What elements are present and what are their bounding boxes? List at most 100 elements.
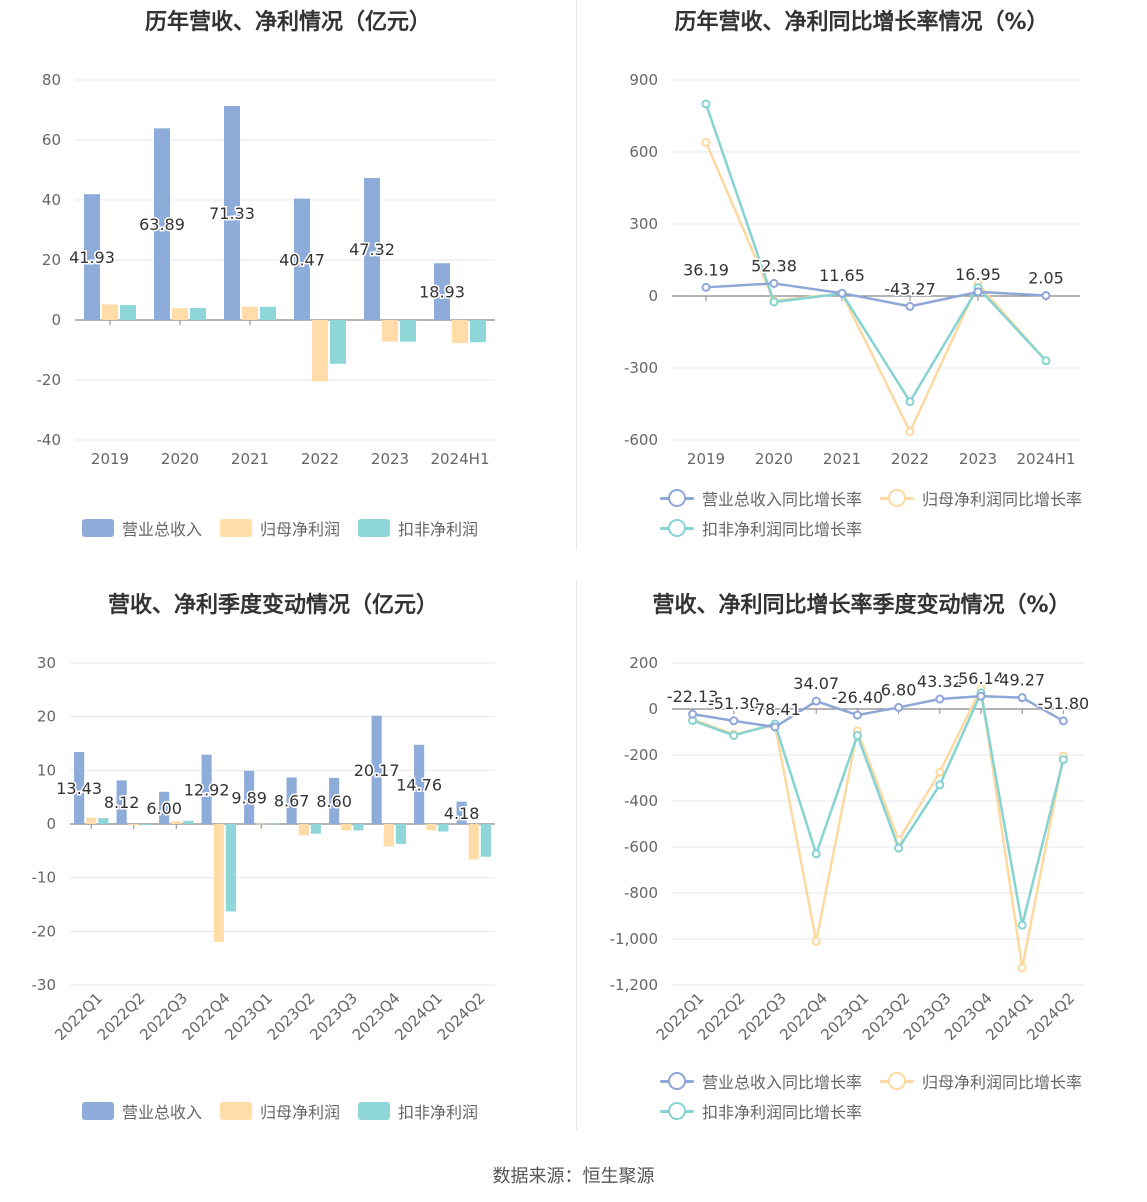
y-tick-label: -200: [624, 746, 658, 764]
vertical-divider-bottom: [576, 580, 577, 1130]
legend-label: 营业总收入: [122, 520, 203, 539]
bar-data-label: 8.67: [274, 792, 310, 811]
legend-swatch: [358, 519, 391, 537]
line-data-label: 52.38: [751, 256, 797, 275]
bar: [213, 824, 224, 943]
y-tick-label: 30: [37, 654, 56, 672]
data-point: [811, 849, 821, 859]
legend-item[interactable]: 归母净利润: [220, 1096, 340, 1126]
x-tick-label: 2024Q2: [434, 989, 489, 1044]
legend-label: 营业总收入: [122, 1103, 203, 1122]
data-point: [852, 730, 862, 740]
x-tick-label: 2020: [161, 450, 199, 468]
legend-item[interactable]: 扣非净利润: [358, 513, 478, 543]
y-tick-label: 900: [629, 71, 658, 89]
bar: [395, 824, 406, 844]
line-data-label: -26.40: [832, 688, 884, 707]
bar-data-label: 18.93: [419, 283, 465, 302]
y-tick-label: -600: [624, 431, 658, 449]
series-line: [692, 691, 1065, 927]
legend-item[interactable]: 营业总收入: [82, 1096, 202, 1126]
data-point: [976, 691, 986, 701]
line-data-label: 11.65: [819, 266, 865, 285]
quarterly-growth-line-chart: 2000-200-400-600-800-1,000-1,2002022Q120…: [610, 654, 1091, 1044]
line-data-label: 16.95: [955, 265, 1001, 284]
line-data-label: 56.14: [958, 669, 1004, 688]
legend-swatch: [880, 489, 915, 507]
bar-data-label: 47.32: [349, 240, 395, 259]
y-tick-label: -10: [32, 869, 57, 887]
legend-item[interactable]: 扣非净利润同比增长率: [660, 513, 862, 543]
y-tick-label: -30: [32, 976, 57, 994]
line-data-label: 34.07: [793, 674, 839, 693]
bar: [159, 791, 170, 824]
y-tick-label: 60: [42, 131, 61, 149]
bar: [414, 744, 425, 824]
legend-swatch: [82, 1102, 114, 1120]
bar: [400, 320, 416, 342]
legend-swatch: [660, 1072, 694, 1090]
bar-data-label: 13.43: [56, 779, 102, 798]
bar: [190, 308, 206, 320]
data-point: [973, 287, 983, 297]
bar-data-label: 41.93: [69, 248, 115, 267]
line-data-label: 49.27: [999, 671, 1045, 690]
y-tick-label: 600: [629, 143, 658, 161]
bar: [172, 308, 188, 320]
data-point: [1017, 920, 1027, 930]
chart-legend: 营业总收入 归母净利润 扣非净利润: [82, 1096, 562, 1126]
data-point: [905, 397, 915, 407]
annual-revenue-profit-panel: 历年营收、净利情况（亿元） 80 60 40 20 0 -20 -40 2019 2020 202…: [0, 0, 576, 560]
data-point: [1041, 356, 1051, 366]
bar: [224, 106, 240, 320]
y-tick-label: -1,000: [610, 930, 658, 948]
chart-title: 历年营收、净利同比增长率情况（%）: [674, 10, 1049, 35]
legend-item[interactable]: 营业总收入同比增长率: [660, 1066, 862, 1096]
legend-item[interactable]: 归母净利润同比增长率: [880, 483, 1082, 513]
bar-data-label: 9.89: [231, 788, 267, 807]
x-tick-label: 2022: [301, 450, 339, 468]
quarterly-bar-chart: 3020100-10-20-302022Q12022Q22022Q32022Q4…: [32, 654, 495, 1044]
quarterly-growth-panel: 营收、净利同比增长率季度变动情况（%） 200 0 -200 -400 -600 -800…: [576, 583, 1147, 1143]
data-point: [811, 696, 821, 706]
bar: [456, 801, 467, 824]
legend-item[interactable]: 营业总收入: [82, 513, 202, 543]
line-data-label: 2.05: [1028, 269, 1064, 288]
bar: [260, 306, 276, 320]
data-point: [701, 137, 711, 147]
y-tick-label: 20: [42, 251, 61, 269]
bar-data-label: 40.47: [279, 250, 325, 269]
legend-item[interactable]: 扣非净利润: [358, 1096, 478, 1126]
bar: [98, 818, 109, 824]
series-line: [705, 282, 1047, 308]
bar: [298, 824, 309, 836]
legend-label: 扣非净利润同比增长率: [702, 1103, 863, 1122]
x-tick-label: 2023: [371, 450, 409, 468]
bar: [102, 304, 118, 320]
legend-label: 扣非净利润: [398, 520, 479, 539]
data-point: [1017, 693, 1027, 703]
chart-legend: 营业总收入 归母净利润 扣非净利润: [82, 513, 562, 543]
legend-item[interactable]: 归母净利润: [220, 513, 340, 543]
line-data-label: 6.80: [881, 680, 917, 699]
y-tick-label: 300: [629, 215, 658, 233]
data-point: [701, 282, 711, 292]
legend-item[interactable]: 扣非净利润同比增长率: [660, 1096, 862, 1126]
bar: [286, 777, 297, 824]
y-tick-label: 40: [42, 191, 61, 209]
line-data-label: -78.41: [749, 700, 801, 719]
legend-item[interactable]: 归母净利润同比增长率: [880, 1066, 1082, 1096]
chart-legend: 营业总收入同比增长率 归母净利润同比增长率 扣非净利润同比增长率: [660, 483, 1130, 543]
y-tick-label: -20: [37, 371, 62, 389]
y-tick-label: 0: [648, 700, 658, 718]
line-data-label: -22.13: [667, 687, 719, 706]
data-point: [905, 301, 915, 311]
x-tick-label: 2021: [823, 450, 861, 468]
bar: [480, 824, 491, 857]
y-tick-label: -1,200: [610, 976, 658, 994]
bar: [382, 320, 398, 342]
line-data-label: -43.27: [884, 279, 936, 298]
data-point: [1041, 291, 1051, 301]
bar-data-label: 4.18: [444, 804, 480, 823]
legend-item[interactable]: 营业总收入同比增长率: [660, 483, 862, 513]
